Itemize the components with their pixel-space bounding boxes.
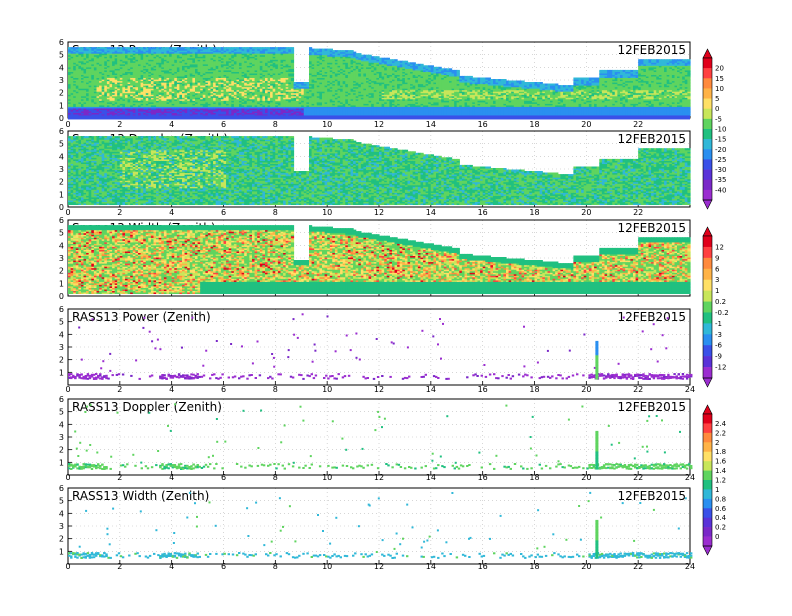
x-tick-label: 20 [581, 120, 591, 129]
y-tick-label: 4 [59, 63, 64, 72]
x-tick-label: 12 [374, 120, 384, 129]
y-tick-label: 2 [59, 89, 64, 98]
x-tick-label: 14 [426, 120, 436, 129]
heatmap-cell [291, 47, 294, 49]
x-tick-label: 6 [221, 120, 226, 129]
x-tick-label: 8 [273, 120, 278, 129]
y-tick-label: 5 [59, 51, 64, 60]
x-tick-label: 16 [478, 120, 488, 129]
x-tick-label: 2 [117, 120, 122, 129]
y-tick-label: 0 [59, 114, 64, 123]
panel-date: 12FEB2015 [617, 43, 686, 57]
heatmap-cells [68, 47, 691, 119]
y-tick-label: 3 [59, 76, 64, 85]
x-tick-label: 0 [65, 120, 70, 129]
x-tick-label: 4 [169, 120, 174, 129]
x-tick-label: 18 [529, 120, 539, 129]
x-tick-label: 22 [633, 120, 643, 129]
x-tick-label: 10 [322, 120, 332, 129]
y-tick-label: 6 [59, 38, 64, 47]
y-tick-label: 1 [59, 101, 64, 110]
